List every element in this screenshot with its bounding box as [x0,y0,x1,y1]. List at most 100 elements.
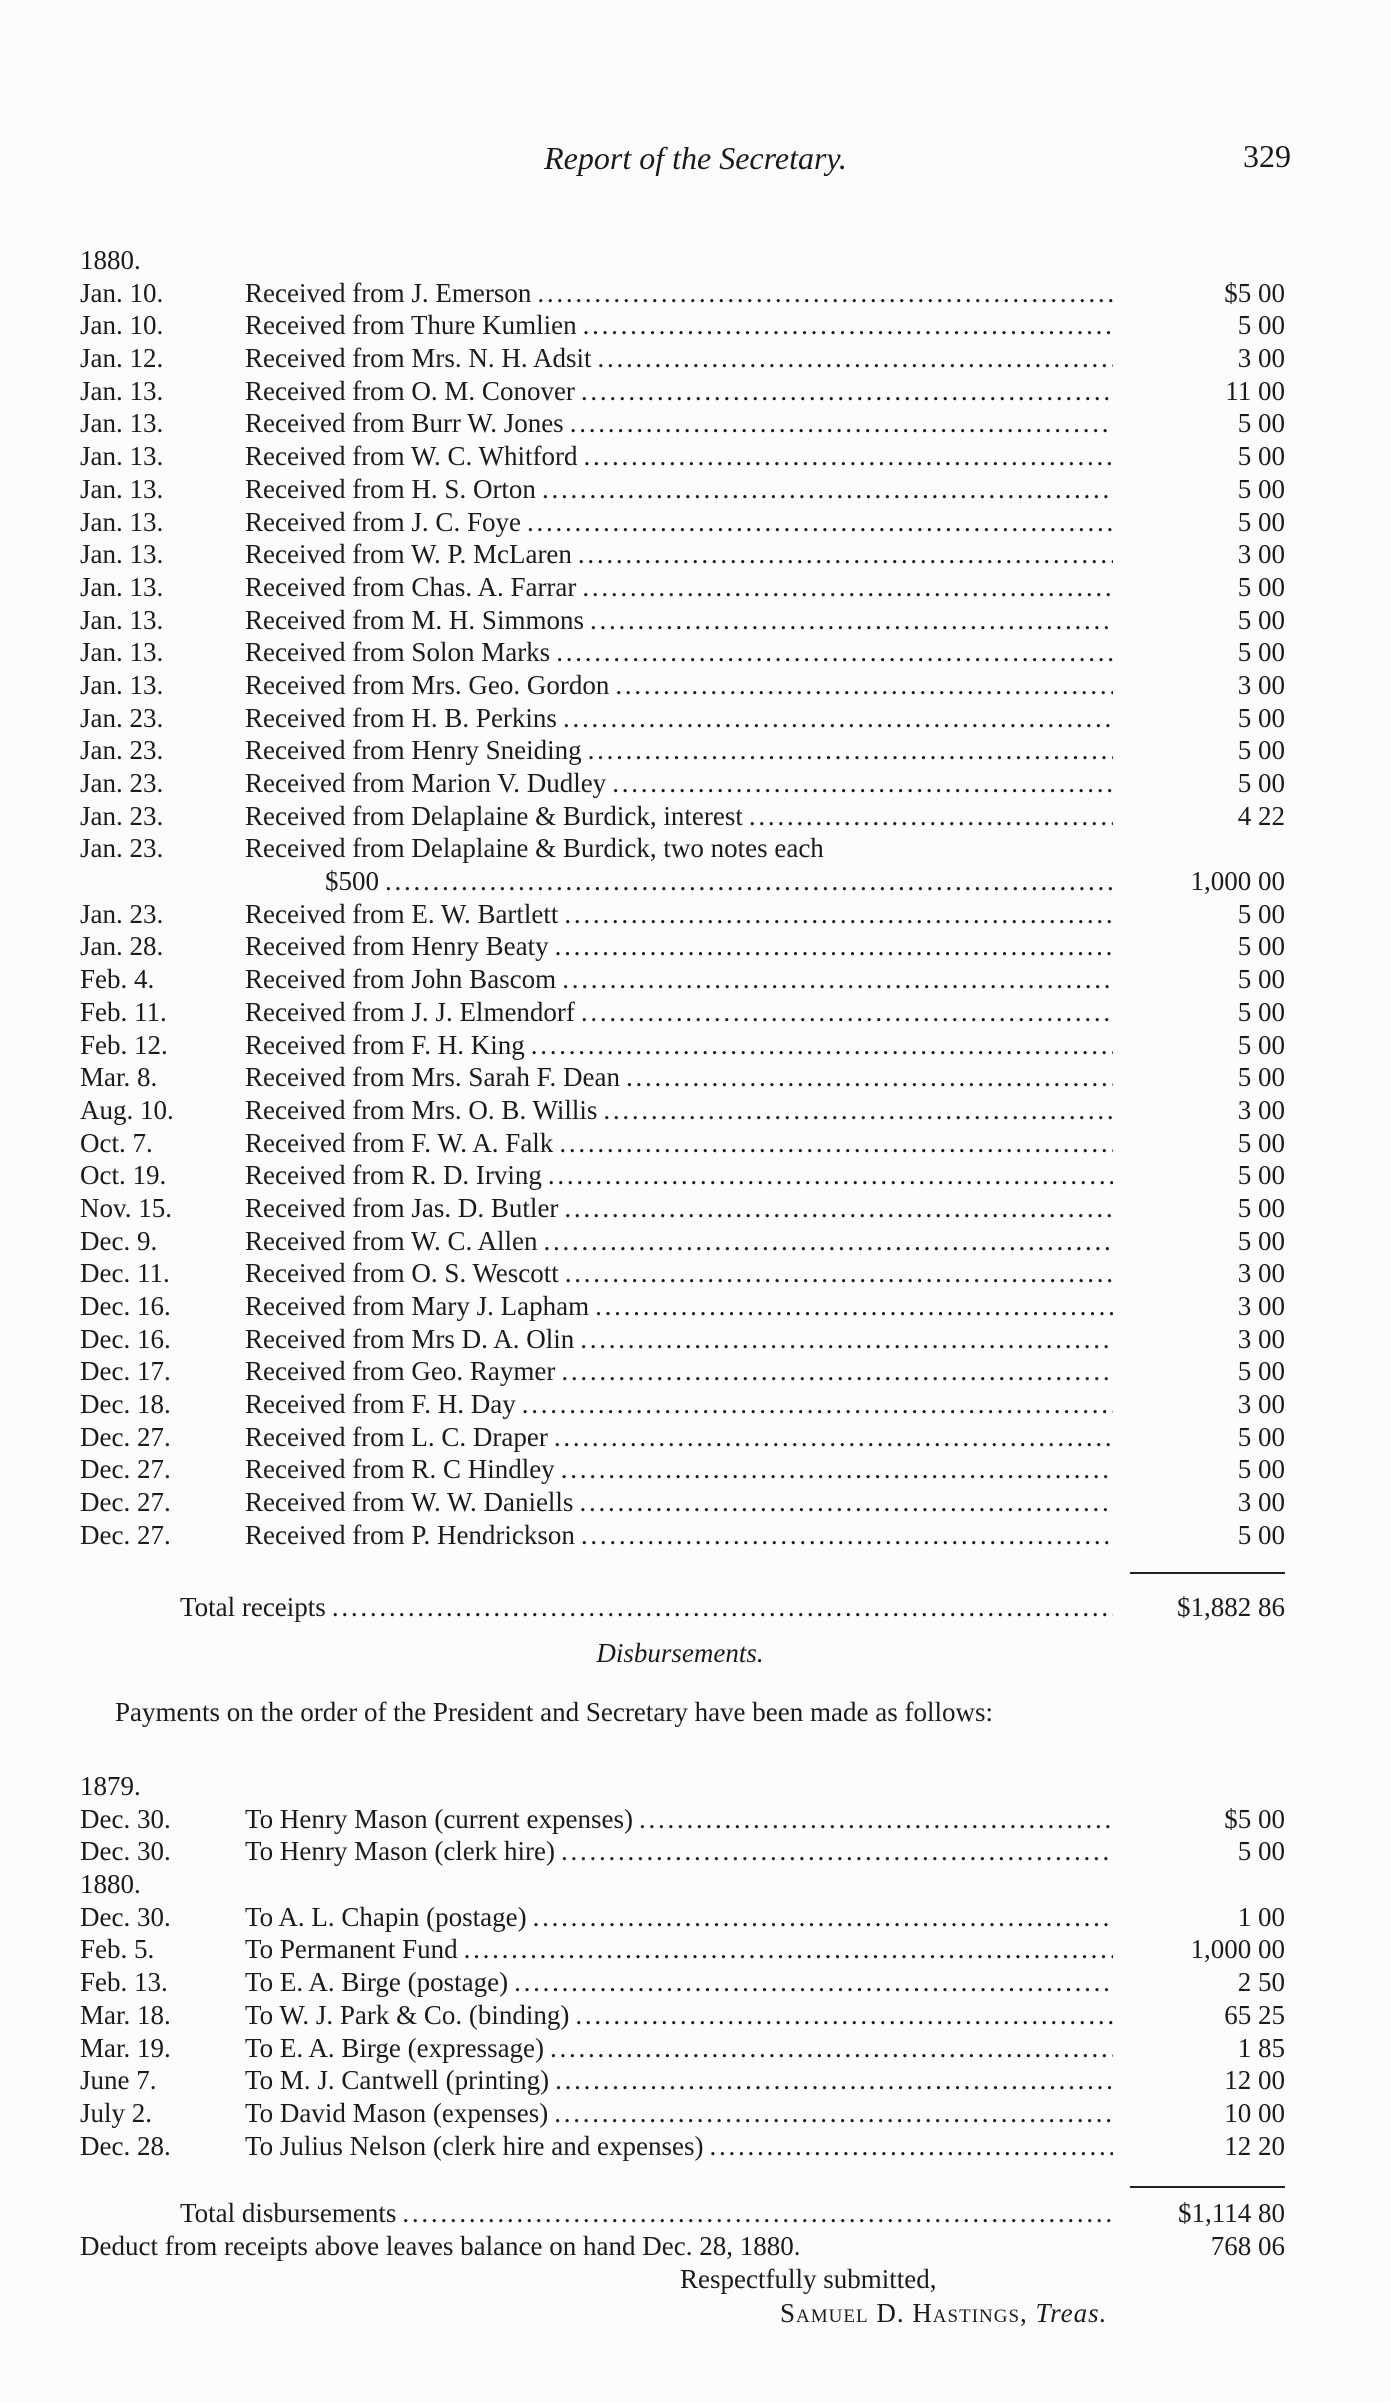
dot-leader [583,309,1113,342]
entry-amount: 5 00 [1237,506,1285,537]
entry-date: Mar. 8. [80,1062,158,1093]
ledger-row: Dec. 18. Received from F. H. Day 3 00 [80,1388,1285,1421]
ledger-row: Jan. 13. Received from J. C. Foye 5 00 [80,506,1285,539]
spacer [80,865,245,898]
entry-amount: 5 00 [1237,1192,1285,1223]
page-title: Report of the Secretary. [544,140,847,176]
entry-amount: 5 00 [1237,735,1285,766]
ledger-row: Dec. 27. Received from W. W. Daniells 3 00 [80,1486,1285,1519]
entry-amount: 65 25 [1224,1999,1285,2030]
closing-line: Respectfully submitted, [680,2264,937,2294]
dot-leader [543,1225,1113,1258]
ledger-row: Jan. 10. Received from J. Emerson $5 00 [80,277,1285,310]
entry-description: Received from Jas. D. Butler [245,1192,559,1223]
dot-leader [554,2097,1113,2130]
entry-amount: 12 20 [1224,2130,1285,2161]
dot-leader [554,1421,1113,1454]
ledger-row: Dec. 30. To Henry Mason (clerk hire) 5 00 [80,1835,1285,1868]
entry-description: To E. A. Birge (expressage) [245,2032,545,2063]
entry-date: Jan. 23. [80,800,164,831]
dot-leader [612,767,1113,800]
dot-leader [588,734,1113,767]
entry-date: Jan. 13. [80,506,164,537]
entry-description: Received from L. C. Draper [245,1421,548,1452]
entry-date: Jan. 13. [80,539,164,570]
dot-leader [583,440,1113,473]
entry-amount: 5 00 [1237,768,1285,798]
ledger-row: Dec. 27. Received from R. C Hindley 5 00 [80,1453,1285,1486]
entry-description: Received from Mrs. Geo. Gordon [245,669,610,700]
entry-amount: 5 00 [1237,310,1285,341]
entry-amount: 3 00 [1237,1323,1285,1354]
entry-amount: 5 00 [1237,996,1285,1027]
ledger-row: June 7. To M. J. Cantwell (printing) 12 00 [80,2064,1285,2097]
entry-description: Received from R. C Hindley [245,1454,555,1485]
entry-amount: 5 00 [1237,931,1285,962]
balance-label: Deduct from receipts above leaves balanc… [80,2230,801,2261]
entry-description: Received from F. H. Day [245,1389,516,1420]
entry-date: Jan. 13. [80,408,164,439]
dot-leader [562,963,1113,996]
dot-leader [564,898,1113,931]
dot-leader [565,1257,1113,1290]
entry-date: Jan. 13. [80,669,164,700]
entry-amount: $5 00 [1224,1803,1285,1834]
dot-leader [533,1901,1113,1934]
entry-description: Received from Chas. A. Farrar [245,571,577,602]
dot-leader [555,2064,1113,2097]
receipts-list: 1880. Jan. 10. Received from J. Emerson $5… [80,244,1285,1552]
entry-date: July 2. [80,2097,153,2128]
entry-date: Jan. 13. [80,441,164,472]
entry-description: Received from F. H. King [245,1029,525,1060]
ledger-row: Dec. 27. Received from P. Hendrickson 5 00 [80,1519,1285,1552]
ledger-row: Feb. 4. Received from John Bascom 5 00 [80,963,1285,996]
dot-leader [548,1159,1113,1192]
dot-leader [595,1290,1113,1323]
entry-amount: 5 00 [1237,408,1285,439]
dot-leader [590,604,1113,637]
entry-amount: 10 00 [1224,2097,1285,2128]
section-heading: Disbursements. [596,1638,764,1668]
entry-date: Dec. 30. [80,1901,171,1932]
entry-amount: 1,000 00 [1190,866,1286,897]
dot-leader [464,1933,1113,1966]
entry-date: Dec. 18. [80,1389,171,1420]
entry-date: Dec. 16. [80,1291,171,1321]
dot-leader [581,375,1113,408]
entry-amount: 5 00 [1237,1160,1285,1191]
entry-description: Received from H. B. Perkins [245,702,557,733]
dot-leader [581,1519,1113,1552]
entry-amount: 5 00 [1237,1836,1285,1867]
dot-leader [603,1094,1113,1127]
ledger-row: Dec. 9. Received from W. C. Allen 5 00 [80,1225,1285,1258]
ledger-row: Jan. 13. Received from W. C. Whitford 5 00 [80,440,1285,473]
ledger-row: Mar. 18. To W. J. Park & Co. (binding) 65 … [80,1999,1285,2032]
dot-leader [385,865,1113,898]
ledger-row: Dec. 16. Received from Mrs D. A. Olin 3 00 [80,1323,1285,1356]
entry-amount: 1 00 [1237,1901,1285,1932]
ledger-row: Dec. 30. To A. L. Chapin (postage) 1 00 [80,1901,1285,1934]
ledger-row: Feb. 13. To E. A. Birge (postage) 2 50 [80,1966,1285,1999]
ledger-row: Jan. 23. Received from Delaplaine & Burdi… [80,800,1285,833]
entry-amount: 3 00 [1237,1291,1285,1321]
entry-amount: 3 00 [1237,539,1285,570]
totals: Total disbursements $1,114 80 Deduct fro… [80,2197,1285,2262]
entry-amount: 5 00 [1237,1127,1285,1158]
dot-leader [556,636,1113,669]
ledger-row: July 2. To David Mason (expenses) 10 00 [80,2097,1285,2130]
entry-description: Received from R. D. Irving [245,1160,542,1191]
entry-description: Received from O. M. Conover [245,375,575,406]
entry-date: Dec. 27. [80,1421,171,1452]
entry-description: Received from W. W. Daniells [245,1487,574,1518]
entry-description: Received from W. C. Allen [245,1225,538,1256]
ledger-row: Dec. 16. Received from Mary J. Lapham 3 00 [80,1290,1285,1323]
ledger-row: Jan. 12. Received from Mrs. N. H. Adsit 3 … [80,342,1285,375]
dot-leader [564,1192,1113,1225]
entry-date: Jan. 13. [80,637,164,668]
entry-description: To Henry Mason (clerk hire) [245,1836,555,1867]
signer-title: Treas. [1035,2298,1108,2328]
entry-date: Aug. 10. [80,1094,174,1125]
ledger-row: Jan. 13. Received from M. H. Simmons 5 00 [80,604,1285,637]
dot-leader [522,1388,1113,1421]
ledger-row: Jan. 28. Received from Henry Beaty 5 00 [80,930,1285,963]
